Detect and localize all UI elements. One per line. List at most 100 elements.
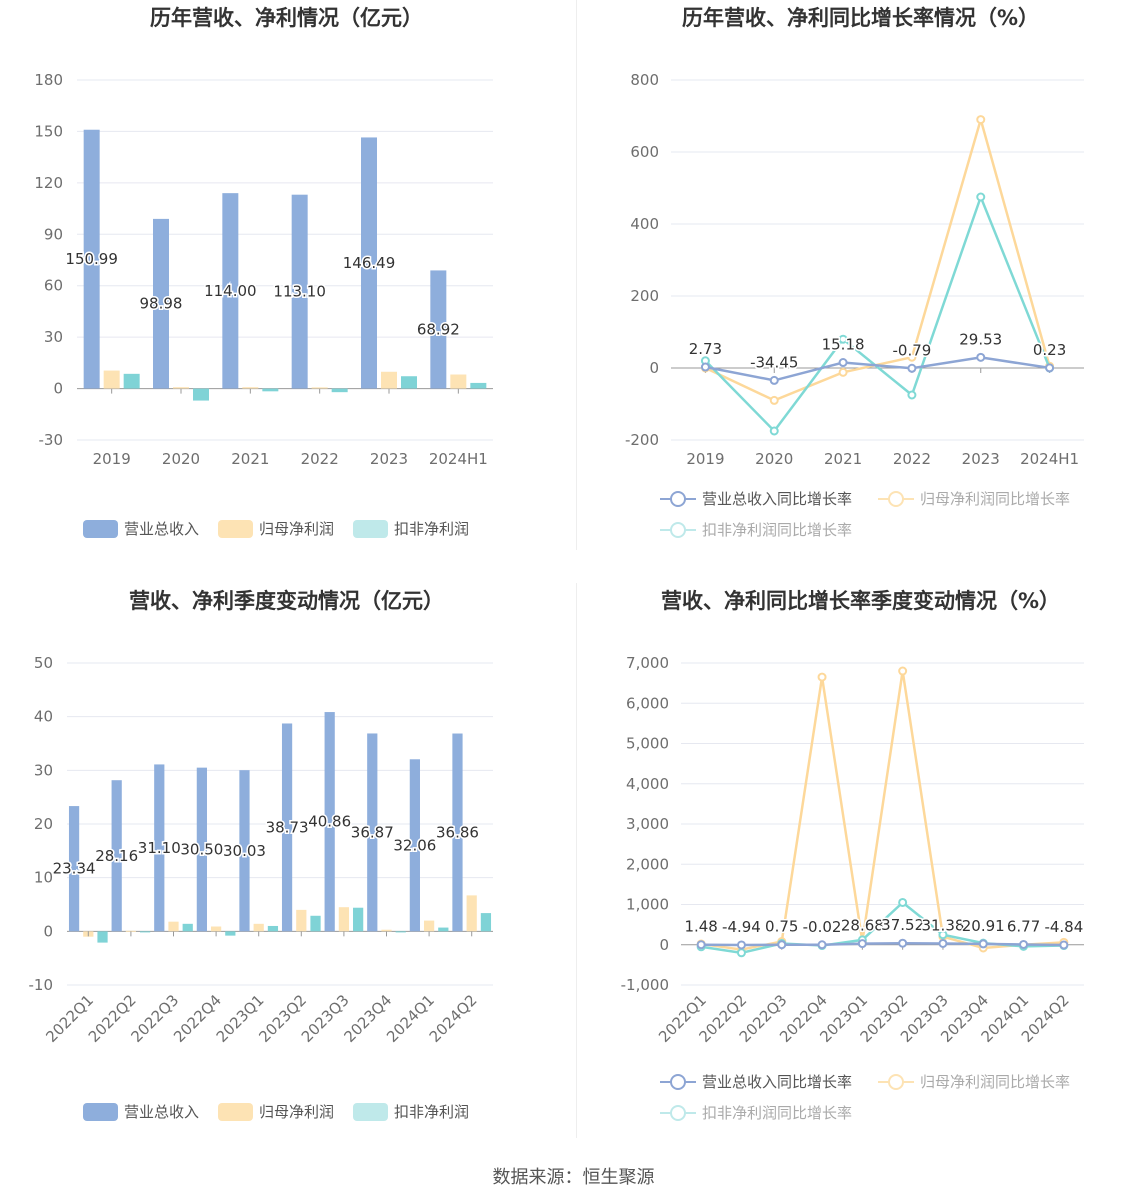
legend-item-net-profit-growth[interactable]: 归母净利润同比增长率 <box>878 488 1070 509</box>
bar-deducted <box>267 925 279 932</box>
y-tick-label: 800 <box>630 71 659 89</box>
legend-item-deducted[interactable]: 扣非净利润 <box>353 1101 469 1122</box>
annual-growth-panel: 历年营收、净利同比增长率情况（%） -200 0 200 400 600 800 2019 2… <box>574 0 1147 575</box>
legend-swatch <box>353 519 388 538</box>
bar-deducted <box>470 382 487 389</box>
bar-net-profit <box>210 926 222 932</box>
y-tick-label: -200 <box>625 431 659 449</box>
chart-title: 营收、净利季度变动情况（亿元） <box>129 589 444 613</box>
legend-label: 扣非净利润同比增长率 <box>702 1104 853 1122</box>
bar-net-profit <box>125 930 137 932</box>
data-label: 31.38 <box>921 916 964 934</box>
data-label: 37.52 <box>881 916 924 934</box>
legend-label: 扣非净利润同比增长率 <box>702 521 853 539</box>
y-tick-label: 5,000 <box>626 735 669 753</box>
legend-item-net-profit[interactable]: 归母净利润 <box>218 1101 334 1122</box>
legend-item-deducted-growth[interactable]: 扣非净利润同比增长率 <box>660 1102 852 1123</box>
point-net-profit-growth <box>769 395 779 405</box>
point-revenue-growth <box>1059 940 1069 950</box>
data-label: 40.86 <box>308 813 351 831</box>
y-tick-label: 40 <box>34 708 53 726</box>
legend-item-revenue-growth[interactable]: 营业总收入同比增长率 <box>660 1071 852 1092</box>
legend-swatch <box>353 1102 388 1121</box>
bar-deducted <box>262 388 279 392</box>
legend-item-net-profit[interactable]: 归母净利润 <box>218 518 334 539</box>
legend-swatch <box>83 1102 118 1121</box>
bar-deducted <box>225 931 236 936</box>
bar-net-profit <box>242 387 259 389</box>
bar-revenue <box>68 806 80 932</box>
bar-revenue <box>324 712 335 932</box>
series-line-deducted-growth <box>704 193 1051 433</box>
y-tick-label: -10 <box>29 976 54 994</box>
chart-title: 历年营收、净利情况（亿元） <box>150 6 423 30</box>
x-tick-label: 2022 <box>893 450 931 468</box>
legend-label: 归母净利润 <box>259 1103 335 1121</box>
bar-revenue <box>239 770 250 932</box>
quarterly-revenue-profit-panel: 营收、净利季度变动情况（亿元） -10 0 10 20 30 40 50 23.34 2022Q… <box>0 583 573 1158</box>
data-label: 20.91 <box>962 917 1005 935</box>
y-tick-label: 10 <box>34 869 53 887</box>
bar-net-profit <box>423 920 435 932</box>
point-deducted-growth <box>898 897 908 907</box>
bar-deducted <box>97 931 108 943</box>
y-tick-label: 30 <box>44 328 63 346</box>
data-label: 29.53 <box>959 330 1002 348</box>
point-revenue-growth <box>1019 939 1029 949</box>
point-deducted-growth <box>976 192 986 202</box>
annual-revenue-profit-chart: -30 0 30 60 90 120 150 180 150.99 2019 98.98 2020 11… <box>34 71 493 468</box>
point-revenue-growth <box>817 940 827 950</box>
y-tick-label: 0 <box>659 936 669 954</box>
x-tick-label: 2024H1 <box>1020 450 1079 468</box>
legend-item-revenue[interactable]: 营业总收入 <box>83 1101 199 1122</box>
point-deducted-growth <box>736 948 746 958</box>
legend-label: 营业总收入同比增长率 <box>702 1073 853 1091</box>
data-label: 28.16 <box>95 847 138 865</box>
bar-deducted <box>353 907 364 932</box>
y-tick-label: 20 <box>34 815 53 833</box>
bar-net-profit <box>103 370 120 389</box>
point-net-profit-growth <box>817 672 827 682</box>
bar-net-profit <box>381 371 397 389</box>
y-tick-label: 2,000 <box>626 855 669 873</box>
x-tick-label: 2021 <box>824 450 862 468</box>
point-net-profit-growth <box>838 367 848 377</box>
y-tick-label: 90 <box>44 225 63 243</box>
data-label: -0.79 <box>893 341 932 359</box>
point-revenue-growth <box>700 362 710 372</box>
legend-item-deducted-growth[interactable]: 扣非净利润同比增长率 <box>660 519 852 540</box>
bar-revenue <box>281 723 293 932</box>
legend-swatch <box>660 1104 696 1121</box>
data-label: 0.23 <box>1033 341 1066 359</box>
point-deducted-growth <box>938 930 948 940</box>
x-tick-label: 2024Q2 <box>426 991 481 1046</box>
legend-label: 归母净利润同比增长率 <box>920 1073 1071 1091</box>
data-label: 1.48 <box>684 918 717 936</box>
bar-revenue <box>222 193 239 389</box>
point-deducted-growth <box>769 426 779 436</box>
data-label: 23.34 <box>53 860 96 878</box>
bar-deducted <box>310 915 321 932</box>
series-line-revenue-growth <box>701 941 1064 947</box>
legend-item-revenue-growth[interactable]: 营业总收入同比增长率 <box>660 488 852 509</box>
data-label: 30.50 <box>180 840 223 858</box>
legend-item-net-profit-growth[interactable]: 归母净利润同比增长率 <box>878 1071 1070 1092</box>
series-line-revenue-growth <box>705 356 1050 382</box>
point-revenue-growth <box>696 940 706 950</box>
bar-deducted <box>395 931 406 933</box>
legend-label: 扣非净利润 <box>394 520 470 538</box>
legend-label: 扣非净利润 <box>394 1103 470 1121</box>
chart-title: 历年营收、净利同比增长率情况（%） <box>681 6 1040 30</box>
bar-revenue <box>361 137 377 389</box>
data-label: 113.10 <box>273 283 326 301</box>
y-tick-label: 0 <box>43 922 53 940</box>
legend-item-revenue[interactable]: 营业总收入 <box>83 518 199 539</box>
data-label: -34.45 <box>750 353 798 371</box>
bar-revenue <box>452 733 463 932</box>
bar-revenue <box>111 780 122 932</box>
point-net-profit-growth <box>898 666 908 676</box>
bar-revenue <box>154 764 165 932</box>
legend-label: 营业总收入 <box>124 1103 200 1121</box>
legend-item-deducted[interactable]: 扣非净利润 <box>353 518 469 539</box>
chart-title: 营收、净利同比增长率季度变动情况（%） <box>660 589 1061 613</box>
